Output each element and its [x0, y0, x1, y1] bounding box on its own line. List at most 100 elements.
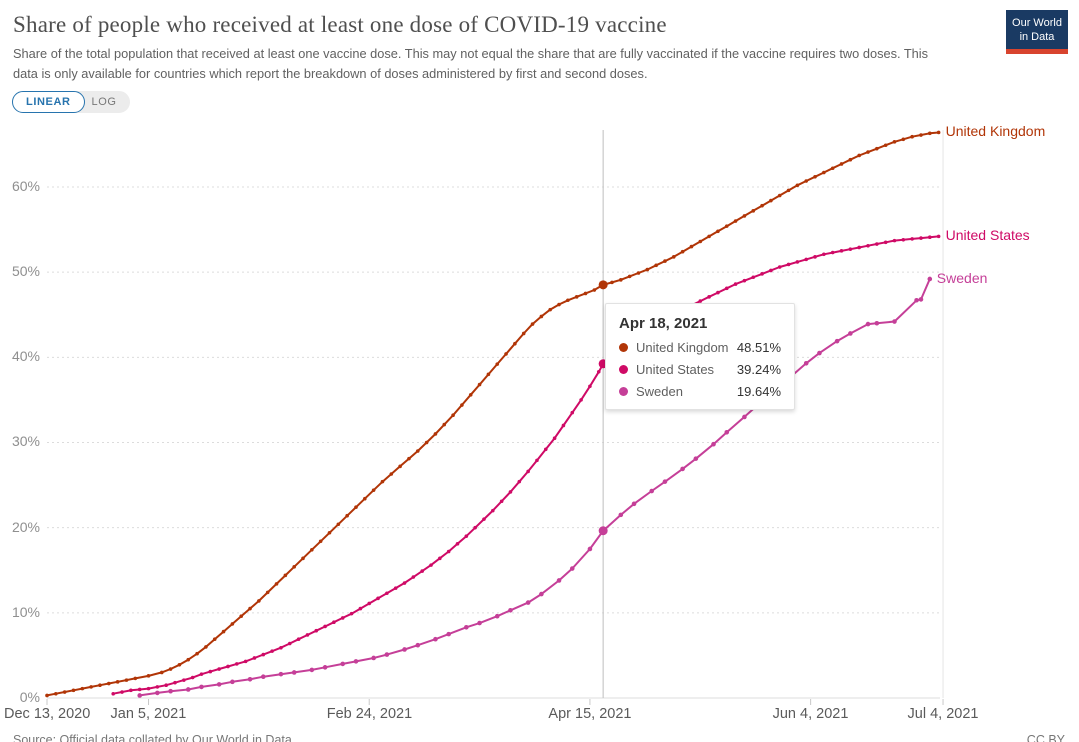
- data-point: [248, 606, 252, 611]
- linear-scale-button[interactable]: LINEAR: [12, 91, 85, 113]
- data-point: [451, 413, 455, 418]
- data-point: [866, 243, 870, 248]
- line-united-kingdom[interactable]: [46, 131, 940, 697]
- data-point: [446, 549, 451, 554]
- data-point: [62, 690, 67, 694]
- data-point: [424, 440, 429, 445]
- data-point: [115, 680, 120, 684]
- data-point: [742, 278, 747, 283]
- data-point: [407, 456, 411, 461]
- data-point: [521, 331, 526, 336]
- data-point: [848, 331, 853, 336]
- data-point: [910, 237, 914, 241]
- data-point: [548, 307, 552, 312]
- data-point: [376, 596, 380, 601]
- data-point: [539, 591, 544, 597]
- data-point: [283, 573, 288, 578]
- data-point: [446, 631, 451, 637]
- data-point: [164, 683, 168, 688]
- data-point: [698, 239, 703, 244]
- data-point: [742, 214, 747, 218]
- license-badge[interactable]: CC BY: [1026, 733, 1065, 742]
- y-tick-label: 20%: [11, 518, 40, 535]
- data-point: [848, 157, 853, 162]
- line-united-states[interactable]: [112, 235, 940, 695]
- tooltip-date: Apr 18, 2021: [619, 315, 708, 332]
- data-point: [901, 137, 906, 142]
- entity-label-united-kingdom[interactable]: United Kingdom: [945, 123, 1046, 140]
- data-point: [499, 499, 504, 504]
- data-point: [561, 423, 566, 428]
- tooltip-row: United States 39.24%: [619, 362, 781, 377]
- data-point: [574, 295, 579, 299]
- data-point: [235, 662, 239, 666]
- data-point: [883, 240, 888, 245]
- data-point: [724, 429, 730, 435]
- data-point: [583, 291, 588, 296]
- data-point: [221, 629, 226, 634]
- data-point: [733, 282, 738, 286]
- entity-label-united-states[interactable]: United States: [945, 227, 1030, 244]
- data-point: [777, 193, 782, 198]
- data-point: [168, 688, 173, 694]
- data-point: [910, 134, 914, 139]
- data-point: [291, 670, 297, 675]
- data-point: [654, 263, 658, 268]
- data-point: [839, 162, 844, 166]
- data-point: [508, 607, 513, 613]
- data-point: [619, 278, 623, 282]
- line-sweden[interactable]: [138, 278, 931, 697]
- data-point: [292, 565, 296, 569]
- data-point: [358, 606, 363, 611]
- data-point: [120, 690, 124, 694]
- data-point: [442, 422, 447, 427]
- data-point: [570, 410, 575, 415]
- tooltip-series-value: 48.51%: [736, 340, 781, 355]
- highlighted-point: [598, 280, 608, 290]
- data-point: [636, 271, 641, 275]
- data-point: [504, 352, 508, 356]
- log-scale-button[interactable]: LOG: [74, 91, 130, 113]
- data-point: [569, 566, 575, 571]
- data-point: [385, 591, 389, 596]
- data-point: [508, 490, 513, 494]
- data-point: [261, 652, 266, 657]
- data-point: [212, 637, 217, 642]
- x-tick-label: Jun 4, 2021: [772, 706, 849, 722]
- source-note[interactable]: Source: Official data collated by Our Wo…: [13, 733, 292, 742]
- data-point: [332, 620, 336, 624]
- data-point: [716, 229, 720, 234]
- data-point: [239, 614, 244, 619]
- data-point: [433, 432, 438, 436]
- data-point: [513, 341, 517, 346]
- data-point: [310, 548, 314, 552]
- owid-logo[interactable]: Our World in Data: [1006, 10, 1068, 54]
- data-point: [402, 647, 407, 652]
- data-point: [168, 667, 173, 671]
- entity-label-sweden[interactable]: Sweden: [936, 269, 988, 286]
- data-point: [287, 641, 292, 646]
- data-point: [751, 209, 756, 213]
- data-point: [830, 250, 835, 255]
- data-point: [190, 675, 195, 680]
- data-point: [716, 290, 720, 295]
- data-point: [804, 257, 809, 262]
- owid-logo-line2: in Data: [1019, 31, 1055, 44]
- data-point: [322, 665, 328, 670]
- x-tick-label: Jul 4, 2021: [907, 706, 979, 722]
- data-point: [733, 219, 738, 223]
- data-point: [556, 578, 562, 583]
- data-point: [137, 687, 142, 692]
- data-point: [588, 384, 592, 389]
- data-point: [769, 198, 773, 203]
- data-point: [857, 245, 861, 250]
- data-point: [649, 488, 655, 494]
- data-point: [363, 496, 367, 501]
- data-point: [415, 449, 420, 453]
- data-point: [786, 262, 791, 267]
- data-point: [314, 628, 319, 633]
- hover-tooltip: Apr 18, 2021 United Kingdom 48.51% Unite…: [605, 303, 795, 410]
- data-point: [587, 546, 593, 552]
